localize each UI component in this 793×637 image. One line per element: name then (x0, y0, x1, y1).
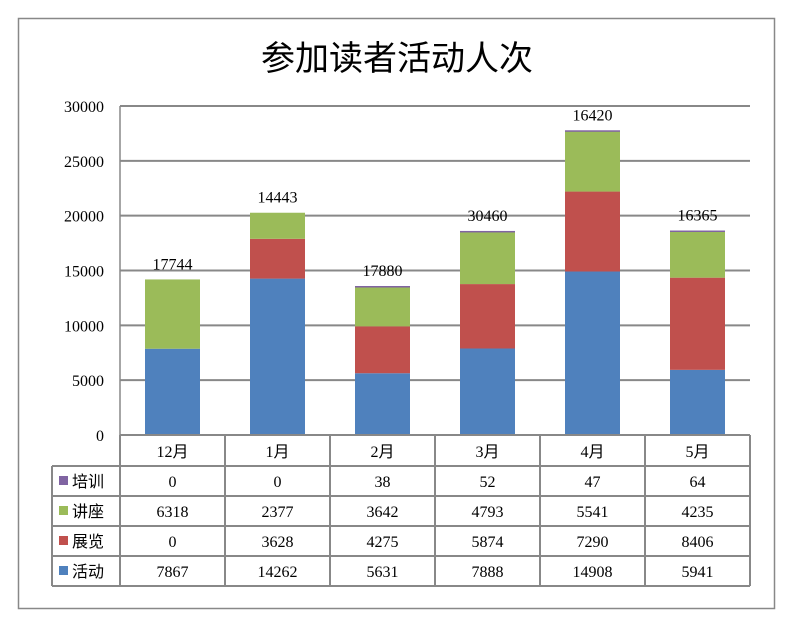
total-label: 14443 (258, 190, 298, 207)
total-label: 16365 (678, 208, 718, 225)
table-cell: 0 (274, 474, 282, 491)
table-cell: 64 (690, 474, 706, 491)
table-cell: 7290 (577, 534, 609, 551)
table-cell: 4793 (472, 504, 504, 521)
bar-segment-展览 (670, 277, 725, 370)
total-label: 17744 (153, 256, 193, 273)
table-cell: 2377 (262, 504, 294, 521)
table-cell: 3628 (262, 534, 294, 551)
total-label: 17880 (363, 263, 403, 280)
table-cell: 0 (169, 474, 177, 491)
table-cell: 14262 (258, 564, 298, 581)
legend-swatch (59, 566, 68, 575)
y-tick-label: 10000 (64, 318, 104, 335)
bar-segment-活动 (460, 348, 515, 435)
y-tick-label: 30000 (64, 99, 104, 116)
bar-segment-培训 (565, 130, 620, 132)
x-category-label: 5月 (685, 444, 709, 461)
bar-segment-活动 (355, 373, 410, 435)
table-cell: 14908 (573, 564, 613, 581)
bar-segment-展览 (250, 238, 305, 279)
bar-segment-讲座 (355, 286, 410, 327)
bar-segment-展览 (355, 326, 410, 374)
y-tick-label: 0 (96, 428, 104, 445)
table-cell: 7888 (472, 564, 504, 581)
bar-segment-活动 (670, 369, 725, 435)
bar-segment-讲座 (250, 212, 305, 239)
y-tick-label: 20000 (64, 209, 104, 226)
bar-segment-讲座 (145, 279, 200, 349)
bar-segment-活动 (250, 278, 305, 435)
legend-label: 培训 (72, 473, 104, 491)
y-tick-label: 15000 (64, 264, 104, 281)
chart-title: 参加读者活动人次 (261, 40, 533, 78)
legend-swatch (59, 506, 68, 515)
x-category-label: 12月 (156, 444, 188, 461)
bar-segment-培训 (460, 230, 515, 233)
legend-label: 讲座 (72, 503, 104, 521)
x-category-label: 3月 (475, 444, 499, 461)
bar-segment-讲座 (460, 231, 515, 285)
x-category-label: 2月 (370, 444, 394, 461)
table-cell: 47 (585, 474, 601, 491)
total-label: 16420 (573, 107, 613, 124)
bar-segment-活动 (565, 271, 620, 435)
table-cell: 0 (169, 534, 177, 551)
x-category-label: 4月 (580, 444, 604, 461)
bar-segment-展览 (460, 284, 515, 349)
bar-segment-讲座 (670, 231, 725, 278)
table-cell: 5874 (472, 534, 504, 551)
table-cell: 4275 (367, 534, 399, 551)
x-category-label: 1月 (265, 444, 289, 461)
table-cell: 7867 (157, 564, 189, 581)
table-cell: 5631 (367, 564, 399, 581)
legend-label: 活动 (72, 563, 104, 581)
table-cell: 4235 (682, 504, 714, 521)
table-cell: 3642 (367, 504, 399, 521)
bar-segment-讲座 (565, 130, 620, 192)
table-cell: 52 (480, 474, 496, 491)
legend-label: 展览 (72, 533, 104, 551)
table-cell: 6318 (157, 504, 189, 521)
table-cell: 38 (375, 474, 391, 491)
bar-segment-培训 (355, 286, 410, 288)
bar-segment-活动 (145, 348, 200, 435)
table-cell: 5941 (682, 564, 714, 581)
total-label: 30460 (468, 208, 508, 225)
bar-segment-展览 (565, 191, 620, 272)
table-cell: 8406 (682, 534, 714, 551)
bar-segment-培训 (670, 230, 725, 233)
y-tick-label: 25000 (64, 154, 104, 171)
legend-swatch (59, 476, 68, 485)
legend-swatch (59, 536, 68, 545)
y-tick-label: 5000 (72, 373, 104, 390)
table-cell: 5541 (577, 504, 609, 521)
